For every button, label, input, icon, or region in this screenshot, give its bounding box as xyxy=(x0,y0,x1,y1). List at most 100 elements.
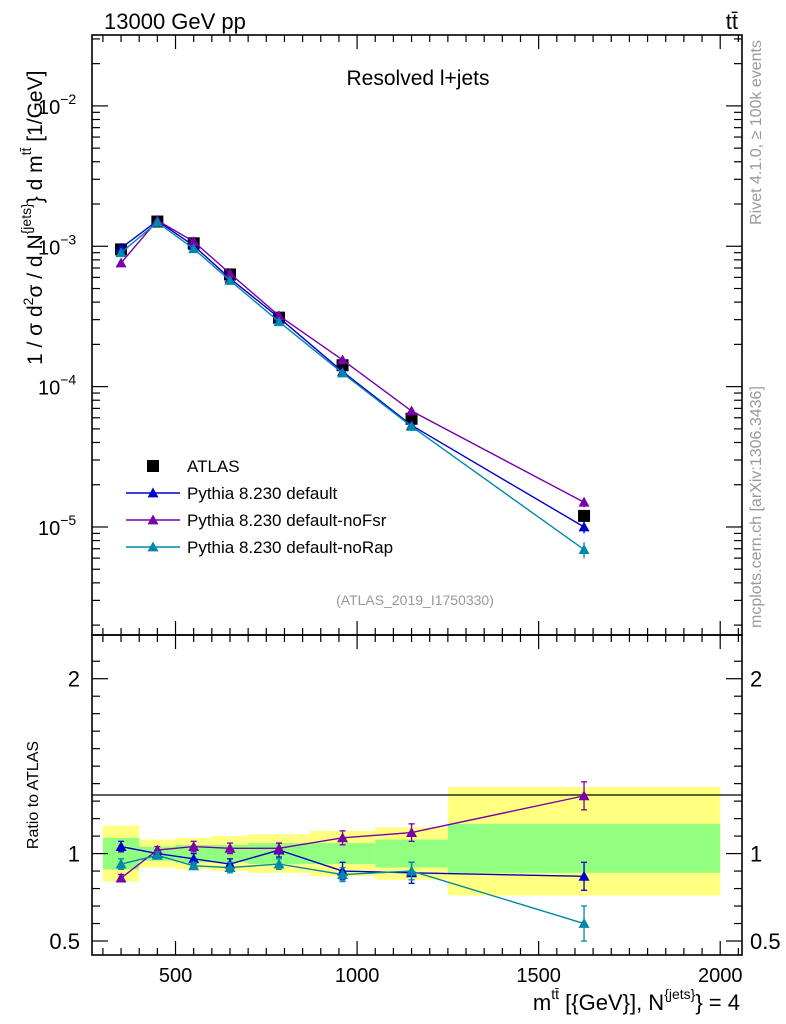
marker-pythia-8-230-default-nofsr xyxy=(188,236,200,246)
series-line-pythia-8-230-default-nofsr xyxy=(120,219,585,503)
ratio-y-tick-label: 1 xyxy=(68,842,80,867)
energy-label: 13000 GeV pp xyxy=(104,9,246,34)
ylabel-sup-b: {jets} xyxy=(18,203,34,234)
tick-base: 10 xyxy=(38,237,60,259)
legend-marker-pythia-8-230-default xyxy=(147,487,159,498)
ratio-marker-pythia-8-230-default-norap xyxy=(578,918,590,928)
ratio-y-tick-label-right: 1 xyxy=(750,842,762,867)
rivet-version-label: Rivet 4.1.0, ≥ 100k events xyxy=(748,40,765,225)
main-y-tick-label: 10−4 xyxy=(38,372,76,400)
tick-exponent: −4 xyxy=(60,372,76,388)
ratio-line-pythia-8-230-default xyxy=(120,845,585,878)
marker-pythia-8-230-default-norap xyxy=(578,544,590,555)
marker-pythia-8-230-default-norap xyxy=(224,275,236,285)
ratio-marker-pythia-8-230-default xyxy=(188,853,200,864)
marker-pythia-8-230-default-nofsr xyxy=(406,405,418,416)
ratio-y-axis: 0.5 0.5 1 1 2 2 xyxy=(49,660,781,954)
analysis-id-label: (ATLAS_2019_I1750330) xyxy=(336,592,494,608)
ratio-marker-pythia-8-230-default-nofsr xyxy=(406,827,418,837)
ylabel-sup-c: tt̄ xyxy=(18,147,34,155)
ratio-y-axis-label: Ratio to ATLAS xyxy=(25,741,42,849)
ratio-marker-pythia-8-230-default-norap xyxy=(115,858,127,869)
legend-label-pythia-8-230-default-norap: Pythia 8.230 default-noRap xyxy=(187,538,393,557)
mcplots-label: mcplots.cern.ch [arXiv:1306.3436] xyxy=(748,386,765,628)
marker-pythia-8-230-default-norap xyxy=(406,420,418,431)
ratio-marker-pythia-8-230-default-nofsr xyxy=(115,872,127,883)
ratio-marker-pythia-8-230-default-norap xyxy=(224,862,236,872)
x-tick-label: 500 xyxy=(159,965,192,987)
tick-exponent: −2 xyxy=(60,91,76,107)
tick-exponent: −5 xyxy=(60,512,76,528)
series-line-pythia-8-230-default-norap xyxy=(120,221,585,551)
marker-pythia-8-230-default-nofsr xyxy=(273,310,285,321)
marker-pythia-8-230-default-nofsr xyxy=(115,257,127,268)
data-point-atlas xyxy=(578,509,591,522)
tick-exponent: −3 xyxy=(60,231,76,247)
stat-uncertainty-band xyxy=(309,843,376,865)
marker-pythia-8-230-default-norap xyxy=(115,247,127,258)
ylabel-part-a: 1 / σ d xyxy=(24,305,47,365)
main-y-tick-label: 10−5 xyxy=(38,512,76,540)
ratio-line-pythia-8-230-default-norap xyxy=(120,854,585,925)
main-y-tick-label: 10−2 xyxy=(38,91,76,119)
marker-pythia-8-230-default-norap xyxy=(188,243,200,254)
xlabel-sup-a: tt̄ xyxy=(551,986,559,1002)
ylabel-part-b: σ / d N xyxy=(24,234,47,297)
xlabel-part-c: } = 4 xyxy=(695,990,740,1015)
ratio-y-tick-label: 2 xyxy=(68,667,80,692)
ratio-marker-pythia-8-230-default-norap xyxy=(406,865,418,876)
marker-pythia-8-230-default-nofsr xyxy=(578,496,590,507)
ratio-y-tick-label-right: 2 xyxy=(750,667,762,692)
legend-marker-pythia-8-230-default-norap xyxy=(147,541,159,552)
ratio-marker-pythia-8-230-default-nofsr xyxy=(578,790,590,801)
ylabel-part-c: } d m xyxy=(24,155,47,203)
ratio-marker-pythia-8-230-default-nofsr xyxy=(273,842,285,853)
tick-base: 10 xyxy=(38,518,60,540)
legend-label-atlas: ATLAS xyxy=(187,457,240,476)
legend: ATLAS Pythia 8.230 default Pythia 8.230 de… xyxy=(126,457,393,557)
main-marks xyxy=(115,214,591,559)
ratio-marks xyxy=(115,781,590,942)
ratio-marker-pythia-8-230-default-nofsr xyxy=(188,841,200,851)
ratio-marker-pythia-8-230-default-nofsr xyxy=(337,832,349,843)
marker-pythia-8-230-default-norap xyxy=(273,316,285,327)
data-point-atlas xyxy=(405,412,418,425)
ratio-marker-pythia-8-230-default-norap xyxy=(273,858,285,869)
ratio-x-axis: 500 1000 1500 2000 xyxy=(102,635,743,987)
xlabel-part-a: m xyxy=(533,990,551,1015)
main-panel: 10−510−410−310−2 Resolved l+jets (ATLAS_… xyxy=(18,34,743,636)
marker-pythia-8-230-default-norap xyxy=(151,216,163,227)
tick-base: 10 xyxy=(38,378,60,400)
marker-pythia-8-230-default-norap xyxy=(337,367,349,378)
marker-pythia-8-230-default-nofsr xyxy=(224,267,236,278)
ratio-marker-pythia-8-230-default xyxy=(578,870,590,881)
ylabel-part-d: [1/GeV] xyxy=(24,71,47,148)
series-line-pythia-8-230-default xyxy=(120,219,585,528)
x-tick-label: 1000 xyxy=(335,965,380,987)
ratio-y-tick-label: 0.5 xyxy=(49,929,80,954)
ratio-y-tick-label-right: 0.5 xyxy=(750,929,781,954)
xlabel-part-b: [{GeV}], N xyxy=(559,990,664,1015)
xlabel-sup-b: {jets} xyxy=(664,986,695,1002)
chart-title: Resolved l+jets xyxy=(347,67,490,90)
marker-pythia-8-230-default xyxy=(578,521,590,532)
legend-label-pythia-8-230-default: Pythia 8.230 default xyxy=(187,484,338,503)
ratio-marker-pythia-8-230-default-nofsr xyxy=(224,842,236,853)
legend-label-pythia-8-230-default-nofsr: Pythia 8.230 default-noFsr xyxy=(187,511,387,530)
ratio-marker-pythia-8-230-default-norap xyxy=(188,860,200,871)
process-label: tt̄ xyxy=(726,9,738,34)
main-y-axis: 10−510−410−310−2 xyxy=(38,38,742,626)
ratio-marker-pythia-8-230-default-norap xyxy=(151,849,163,860)
ratio-line-pythia-8-230-default-nofsr xyxy=(120,795,585,879)
x-tick-label: 2000 xyxy=(698,965,743,987)
legend-marker-pythia-8-230-default-nofsr xyxy=(147,514,159,525)
ratio-panel: 0.5 0.5 1 1 2 2 500 1000 1500 2000 Ratio to ATLA… xyxy=(25,634,781,1015)
uncertainty-bands xyxy=(102,787,721,896)
marker-pythia-8-230-default-nofsr xyxy=(337,354,349,365)
main-y-tick-label: 10−3 xyxy=(38,231,76,259)
main-y-axis-label: 1 / σ d2σ / d N{jets}} d mtt̄ [1/GeV] xyxy=(18,71,47,365)
ylabel-sup-a: 2 xyxy=(20,297,36,305)
ratio-panel-frame xyxy=(91,634,743,956)
ratio-marker-pythia-8-230-default-norap xyxy=(337,869,349,879)
